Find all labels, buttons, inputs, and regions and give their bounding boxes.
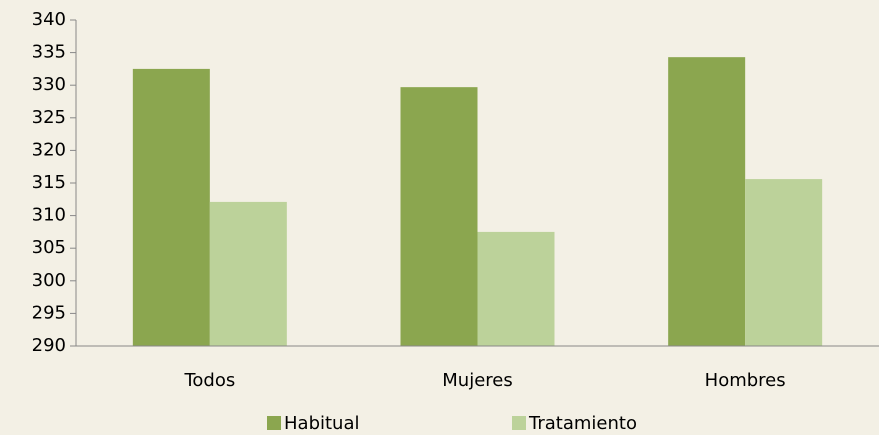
- y-tick-label: 335: [32, 42, 66, 63]
- y-tick-label: 320: [32, 139, 66, 160]
- y-tick-label: 310: [32, 205, 66, 226]
- legend-label: Habitual: [284, 413, 360, 434]
- x-tick-label: Todos: [183, 370, 235, 391]
- bar: [400, 87, 478, 346]
- y-tick-label: 305: [32, 237, 66, 258]
- bar: [477, 231, 555, 346]
- legend-swatch: [512, 416, 526, 430]
- y-tick-label: 325: [32, 107, 66, 128]
- y-tick-label: 295: [32, 302, 66, 323]
- legend-label: Tratamiento: [528, 413, 637, 434]
- y-tick-label: 315: [32, 172, 66, 193]
- bar: [745, 179, 823, 346]
- legend-swatch: [267, 416, 281, 430]
- y-tick-label: 330: [32, 74, 66, 95]
- bar: [132, 68, 210, 347]
- y-tick-label: 300: [32, 270, 66, 291]
- y-tick-label: 290: [32, 335, 66, 356]
- bar: [209, 201, 287, 346]
- x-tick-label: Hombres: [705, 370, 786, 391]
- y-tick-label: 340: [32, 9, 66, 30]
- bar: [668, 57, 746, 346]
- x-tick-label: Mujeres: [442, 370, 512, 391]
